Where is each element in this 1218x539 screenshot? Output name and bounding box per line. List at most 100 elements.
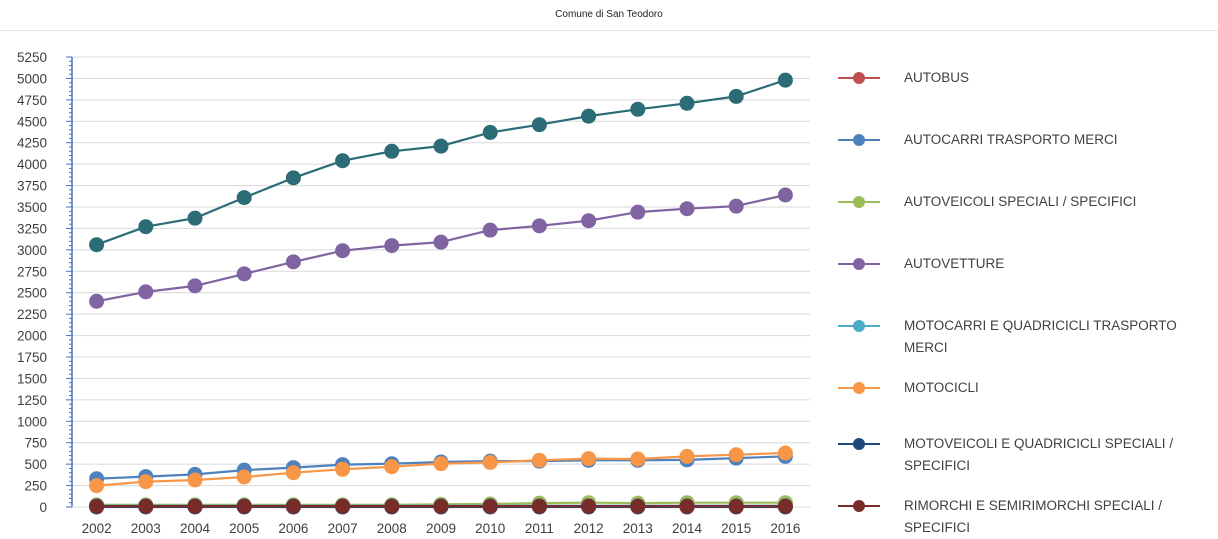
legend-marker-icon xyxy=(838,498,880,514)
legend-label: MOTOCICLI xyxy=(904,377,979,399)
data-point xyxy=(286,499,301,514)
legend-marker-icon xyxy=(838,436,880,452)
legend-marker-dot xyxy=(853,500,865,512)
y-tick-label: 3250 xyxy=(17,221,47,236)
y-tick-label: 3000 xyxy=(17,243,47,258)
gridlines xyxy=(72,57,810,486)
y-tick-label: 5000 xyxy=(17,71,47,86)
legend-item: AUTOCARRI TRASPORTO MERCI xyxy=(838,132,1213,151)
x-tick-label: 2015 xyxy=(721,521,751,536)
data-point xyxy=(532,499,547,514)
data-point xyxy=(680,449,695,464)
x-tick-label: 2014 xyxy=(672,521,703,536)
legend-marker-dot xyxy=(853,196,865,208)
data-point xyxy=(483,223,498,238)
legend-marker-icon xyxy=(838,380,880,396)
data-point xyxy=(729,89,744,104)
data-point xyxy=(729,447,744,462)
data-point xyxy=(138,474,153,489)
y-tick-label: 2250 xyxy=(17,307,47,322)
y-tick-label: 1500 xyxy=(17,371,47,386)
x-tick-label: 2009 xyxy=(426,521,456,536)
data-point xyxy=(384,144,399,159)
data-point xyxy=(335,243,350,258)
legend-marker-dot xyxy=(853,320,865,332)
x-tick-label: 2003 xyxy=(131,521,161,536)
data-point xyxy=(89,478,104,493)
legend-item: MOTOVEICOLI E QUADRICICLI SPECIALI / SPE… xyxy=(838,436,1213,477)
y-tick-label: 250 xyxy=(24,479,47,494)
data-point xyxy=(138,499,153,514)
data-point xyxy=(778,499,793,514)
x-tick-label: 2011 xyxy=(525,521,554,536)
legend-label: AUTOVETTURE xyxy=(904,253,1004,275)
data-point xyxy=(581,499,596,514)
data-point xyxy=(581,213,596,228)
legend-item: AUTOVEICOLI SPECIALI / SPECIFICI xyxy=(838,194,1213,213)
data-point xyxy=(729,199,744,214)
data-point xyxy=(138,284,153,299)
legend-label: AUTOVEICOLI SPECIALI / SPECIFICI xyxy=(904,191,1136,213)
y-tick-label: 3500 xyxy=(17,200,47,215)
legend-marker-icon xyxy=(838,256,880,272)
data-point xyxy=(680,201,695,216)
data-point xyxy=(434,499,449,514)
y-tick-label: 1250 xyxy=(17,393,47,408)
data-point xyxy=(286,465,301,480)
x-tick-label: 2010 xyxy=(475,521,505,536)
legend-label: AUTOCARRI TRASPORTO MERCI xyxy=(904,129,1118,151)
y-tick-labels: 0 250 500 750 1000 1250 1500 1750 2000 2250 2500 27… xyxy=(17,50,47,515)
x-tick-label: 2016 xyxy=(770,521,800,536)
legend-marker-icon xyxy=(838,132,880,148)
y-tick-label: 5250 xyxy=(17,50,47,65)
data-point xyxy=(581,451,596,466)
data-point xyxy=(680,499,695,514)
data-point xyxy=(630,205,645,220)
data-point xyxy=(188,211,203,226)
legend-item: RIMORCHI E SEMIRIMORCHI SPECIALI / SPECI… xyxy=(838,498,1213,539)
data-point xyxy=(434,456,449,471)
legend-label: MOTOCARRI E QUADRICICLI TRASPORTO MERCI xyxy=(904,315,1204,359)
legend-marker-icon xyxy=(838,194,880,210)
data-point xyxy=(188,473,203,488)
data-point xyxy=(630,452,645,467)
data-point xyxy=(483,455,498,470)
x-tick-label: 2012 xyxy=(574,521,604,536)
legend-marker-dot xyxy=(853,134,865,146)
legend-marker-dot xyxy=(853,438,865,450)
legend-marker-dot xyxy=(853,72,865,84)
data-point xyxy=(532,218,547,233)
x-tick-label: 2005 xyxy=(229,521,259,536)
data-point xyxy=(138,219,153,234)
y-tick-label: 750 xyxy=(24,436,47,451)
x-tick-label: 2006 xyxy=(278,521,308,536)
y-tick-label: 4250 xyxy=(17,136,47,151)
x-tick-label: 2013 xyxy=(623,521,653,536)
data-point xyxy=(532,453,547,468)
data-point xyxy=(188,278,203,293)
legend-item: MOTOCICLI xyxy=(838,380,1213,399)
data-point xyxy=(729,499,744,514)
data-point xyxy=(630,102,645,117)
y-tick-label: 500 xyxy=(24,457,47,472)
data-point xyxy=(188,499,203,514)
data-point xyxy=(483,125,498,140)
legend-item: AUTOBUS xyxy=(838,70,1213,89)
data-point xyxy=(384,238,399,253)
data-point xyxy=(434,139,449,154)
data-point xyxy=(89,294,104,309)
y-tick-label: 2750 xyxy=(17,264,47,279)
y-tick-label: 4500 xyxy=(17,114,47,129)
x-tick-label: 2002 xyxy=(82,521,112,536)
data-point xyxy=(778,188,793,203)
legend-marker-icon xyxy=(838,70,880,86)
y-tick-label: 4000 xyxy=(17,157,47,172)
legend-marker-icon xyxy=(838,318,880,334)
data-point xyxy=(532,117,547,132)
data-point xyxy=(483,499,498,514)
data-point xyxy=(286,170,301,185)
y-tick-label: 2000 xyxy=(17,329,47,344)
y-tick-label: 3750 xyxy=(17,179,47,194)
data-point xyxy=(286,254,301,269)
data-point xyxy=(384,459,399,474)
